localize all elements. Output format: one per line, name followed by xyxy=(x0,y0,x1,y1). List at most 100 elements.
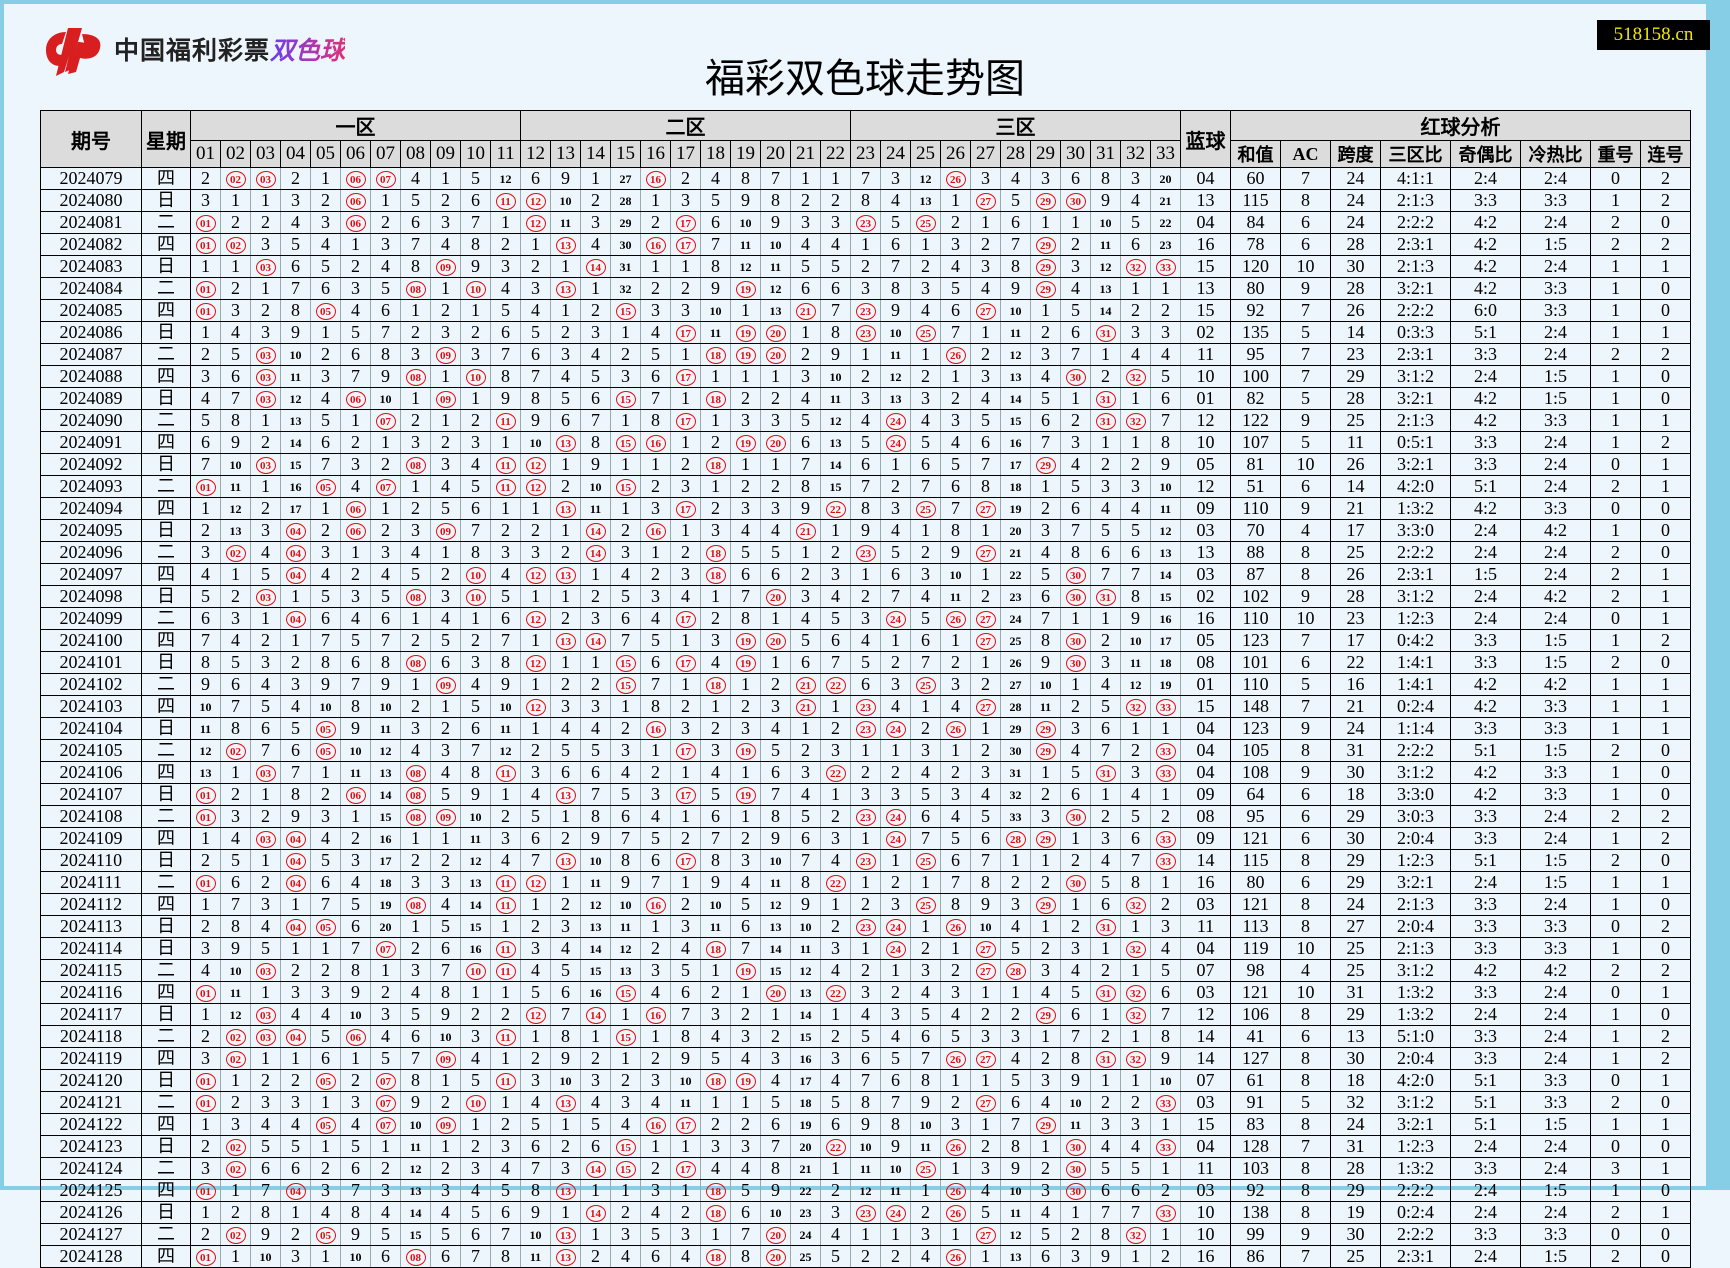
miss-count: 4 xyxy=(1131,344,1140,364)
drawn-ball-circle: 03 xyxy=(255,457,276,475)
number-cell: 7 xyxy=(850,167,881,190)
miss-count: 6 xyxy=(321,278,330,298)
col-number-24: 24 xyxy=(880,140,911,168)
span-cell: 28 xyxy=(1330,585,1381,608)
miss-count: 2 xyxy=(921,718,930,738)
drawn-ball-circle: 21 xyxy=(795,303,816,321)
drawn-ball-circle: 18 xyxy=(705,1183,726,1201)
miss-count: 2 xyxy=(741,1114,750,1134)
number-cell: 9 xyxy=(790,497,821,520)
miss-count: 3 xyxy=(831,564,840,584)
drawn-ball-circle: 26 xyxy=(945,611,966,629)
drawn-ball-circle: 06 xyxy=(345,391,366,409)
miss-count: 5 xyxy=(1011,190,1020,210)
number-cell: 4 xyxy=(610,1113,641,1136)
odd-even-cell: 4:2 xyxy=(1450,409,1521,432)
number-cell: 3 xyxy=(430,585,461,608)
hot-cold-cell: 2:4 xyxy=(1520,343,1591,366)
miss-count: 3 xyxy=(201,366,210,386)
miss-count: 1 xyxy=(1071,608,1080,628)
number-cell: 3 xyxy=(820,1201,851,1224)
number-cell: 5 xyxy=(190,409,221,432)
miss-count: 6 xyxy=(801,432,810,452)
number-cell: 1 xyxy=(640,1135,671,1158)
miss-count: 13 xyxy=(769,304,782,318)
number-cell: 5 xyxy=(910,431,941,454)
miss-count: 10 xyxy=(859,1140,872,1154)
consecutive-cell: 0 xyxy=(1640,541,1691,564)
number-cell: 1 xyxy=(880,629,911,652)
number-cell: 12 xyxy=(910,167,941,190)
weekday-cell: 四 xyxy=(141,1047,191,1070)
table-row: 2024126 日 1 2 8 1 4 8 4 14 4 5 6 9 1 14 2 4 2 18 6 10 23 3 23 24 2… xyxy=(40,1201,1691,1224)
zone-ratio-cell: 2:2:2 xyxy=(1380,1179,1451,1202)
number-cell: 19 xyxy=(370,893,401,916)
miss-count: 4 xyxy=(711,168,720,188)
miss-count: 1 xyxy=(1131,718,1140,738)
miss-count: 4 xyxy=(831,1070,840,1090)
drawn-ball-circle: 31 xyxy=(1095,589,1116,607)
odd-even-cell: 3:3 xyxy=(1450,1223,1521,1246)
drawn-ball-circle: 29 xyxy=(1035,743,1056,761)
number-cell: 6 xyxy=(1150,387,1181,410)
consecutive-cell: 1 xyxy=(1640,1069,1691,1092)
col-number-12: 12 xyxy=(520,140,551,168)
miss-count: 1 xyxy=(501,498,510,518)
number-cell: 7 xyxy=(1060,343,1091,366)
miss-count: 3 xyxy=(711,1136,720,1156)
span-cell: 11 xyxy=(1330,431,1381,454)
miss-count: 14 xyxy=(829,458,842,472)
number-cell: 7 xyxy=(970,453,1001,476)
miss-count: 6 xyxy=(231,366,240,386)
span-cell: 28 xyxy=(1330,387,1381,410)
table-row: 2024087 二 2 5 03 10 2 6 8 3 09 3 7 6 3 4 2 5 1 18 19 20 2 9 1 11 1… xyxy=(40,343,1691,366)
number-cell: 9 xyxy=(370,673,401,696)
number-cell: 26 xyxy=(940,1179,971,1202)
number-cell: 7 xyxy=(940,871,971,894)
number-cell: 2 xyxy=(670,1201,701,1224)
drawn-ball-circle: 09 xyxy=(435,1117,456,1135)
miss-count: 1 xyxy=(861,872,870,892)
miss-count: 2 xyxy=(261,432,270,452)
number-cell: 10 xyxy=(700,299,731,322)
span-cell: 23 xyxy=(1330,607,1381,630)
miss-count: 5 xyxy=(351,894,360,914)
number-cell: 4 xyxy=(550,365,581,388)
drawn-ball-circle: 17 xyxy=(675,655,696,673)
table-row: 2024101 日 8 5 3 2 8 6 8 08 6 3 8 12 1 1 15 6 17 4 19 1 6 7 5 2 7 2 1… xyxy=(40,651,1691,674)
drawn-ball-circle: 23 xyxy=(855,699,876,717)
number-cell: 02 xyxy=(220,1223,251,1246)
drawn-ball-circle: 01 xyxy=(195,1183,216,1201)
table-row: 2024124 二 3 02 6 6 2 6 2 12 2 3 4 7 3 14 15 2 17 4 4 8 21 1 11 10… xyxy=(40,1157,1691,1180)
miss-count: 7 xyxy=(381,322,390,342)
miss-count: 2 xyxy=(861,586,870,606)
drawn-ball-circle: 33 xyxy=(1155,853,1176,871)
number-cell: 3 xyxy=(640,299,671,322)
miss-count: 4 xyxy=(1101,498,1110,518)
miss-count: 3 xyxy=(1071,718,1080,738)
miss-count: 6 xyxy=(651,850,660,870)
number-cell: 2 xyxy=(580,1245,611,1268)
miss-count: 1 xyxy=(321,1092,330,1112)
number-cell: 16 xyxy=(280,475,311,498)
number-cell: 2 xyxy=(940,651,971,674)
number-cell: 3 xyxy=(970,365,1001,388)
miss-count: 4 xyxy=(231,630,240,650)
number-cell: 1 xyxy=(550,453,581,476)
number-cell: 3 xyxy=(370,233,401,256)
miss-count: 1 xyxy=(291,1048,300,1068)
miss-count: 8 xyxy=(441,982,450,1002)
drawn-ball-circle: 26 xyxy=(945,1139,966,1157)
number-cell: 9 xyxy=(490,673,521,696)
number-cell: 6 xyxy=(1000,211,1031,234)
number-cell: 1 xyxy=(1030,915,1061,938)
number-cell: 4 xyxy=(430,233,461,256)
number-cell: 10 xyxy=(1000,299,1031,322)
number-cell: 14 xyxy=(820,453,851,476)
miss-count: 1 xyxy=(951,740,960,760)
miss-count: 3 xyxy=(591,696,600,716)
miss-count: 4 xyxy=(381,564,390,584)
number-cell: 7 xyxy=(400,233,431,256)
number-cell: 17 xyxy=(1000,453,1031,476)
miss-count: 2 xyxy=(681,696,690,716)
